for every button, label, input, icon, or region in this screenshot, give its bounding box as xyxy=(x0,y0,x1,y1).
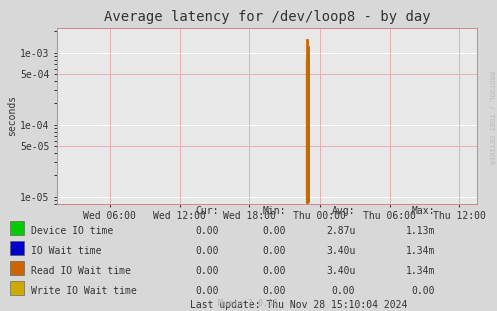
Y-axis label: seconds: seconds xyxy=(7,95,17,137)
Text: 3.40u: 3.40u xyxy=(326,246,355,256)
Text: Munin 2.0.56: Munin 2.0.56 xyxy=(219,299,278,308)
Text: Max:: Max: xyxy=(412,206,435,216)
Text: 3.40u: 3.40u xyxy=(326,266,355,276)
Text: Avg:: Avg: xyxy=(332,206,355,216)
Text: 0.00: 0.00 xyxy=(195,226,219,236)
Title: Average latency for /dev/loop8 - by day: Average latency for /dev/loop8 - by day xyxy=(104,10,430,24)
Text: IO Wait time: IO Wait time xyxy=(31,246,102,256)
Text: Device IO time: Device IO time xyxy=(31,226,113,236)
Text: 2.87u: 2.87u xyxy=(326,226,355,236)
Text: 1.34m: 1.34m xyxy=(406,266,435,276)
Text: 0.00: 0.00 xyxy=(195,286,219,296)
Bar xyxy=(10,221,24,235)
Text: Read IO Wait time: Read IO Wait time xyxy=(31,266,131,276)
Text: 1.13m: 1.13m xyxy=(406,226,435,236)
Text: 0.00: 0.00 xyxy=(195,246,219,256)
Text: 0.00: 0.00 xyxy=(412,286,435,296)
Bar xyxy=(10,261,24,275)
Bar xyxy=(10,241,24,255)
Text: 0.00: 0.00 xyxy=(262,226,286,236)
Text: 0.00: 0.00 xyxy=(262,266,286,276)
Text: Cur:: Cur: xyxy=(195,206,219,216)
Text: Write IO Wait time: Write IO Wait time xyxy=(31,286,137,296)
Text: Last update: Thu Nov 28 15:10:04 2024: Last update: Thu Nov 28 15:10:04 2024 xyxy=(189,300,407,310)
Text: 0.00: 0.00 xyxy=(195,266,219,276)
Bar xyxy=(10,281,24,295)
Text: RRDTOOL / TOBI OETIKER: RRDTOOL / TOBI OETIKER xyxy=(488,72,494,165)
Text: 0.00: 0.00 xyxy=(262,246,286,256)
Text: 0.00: 0.00 xyxy=(262,286,286,296)
Text: Min:: Min: xyxy=(262,206,286,216)
Text: 1.34m: 1.34m xyxy=(406,246,435,256)
Text: 0.00: 0.00 xyxy=(332,286,355,296)
